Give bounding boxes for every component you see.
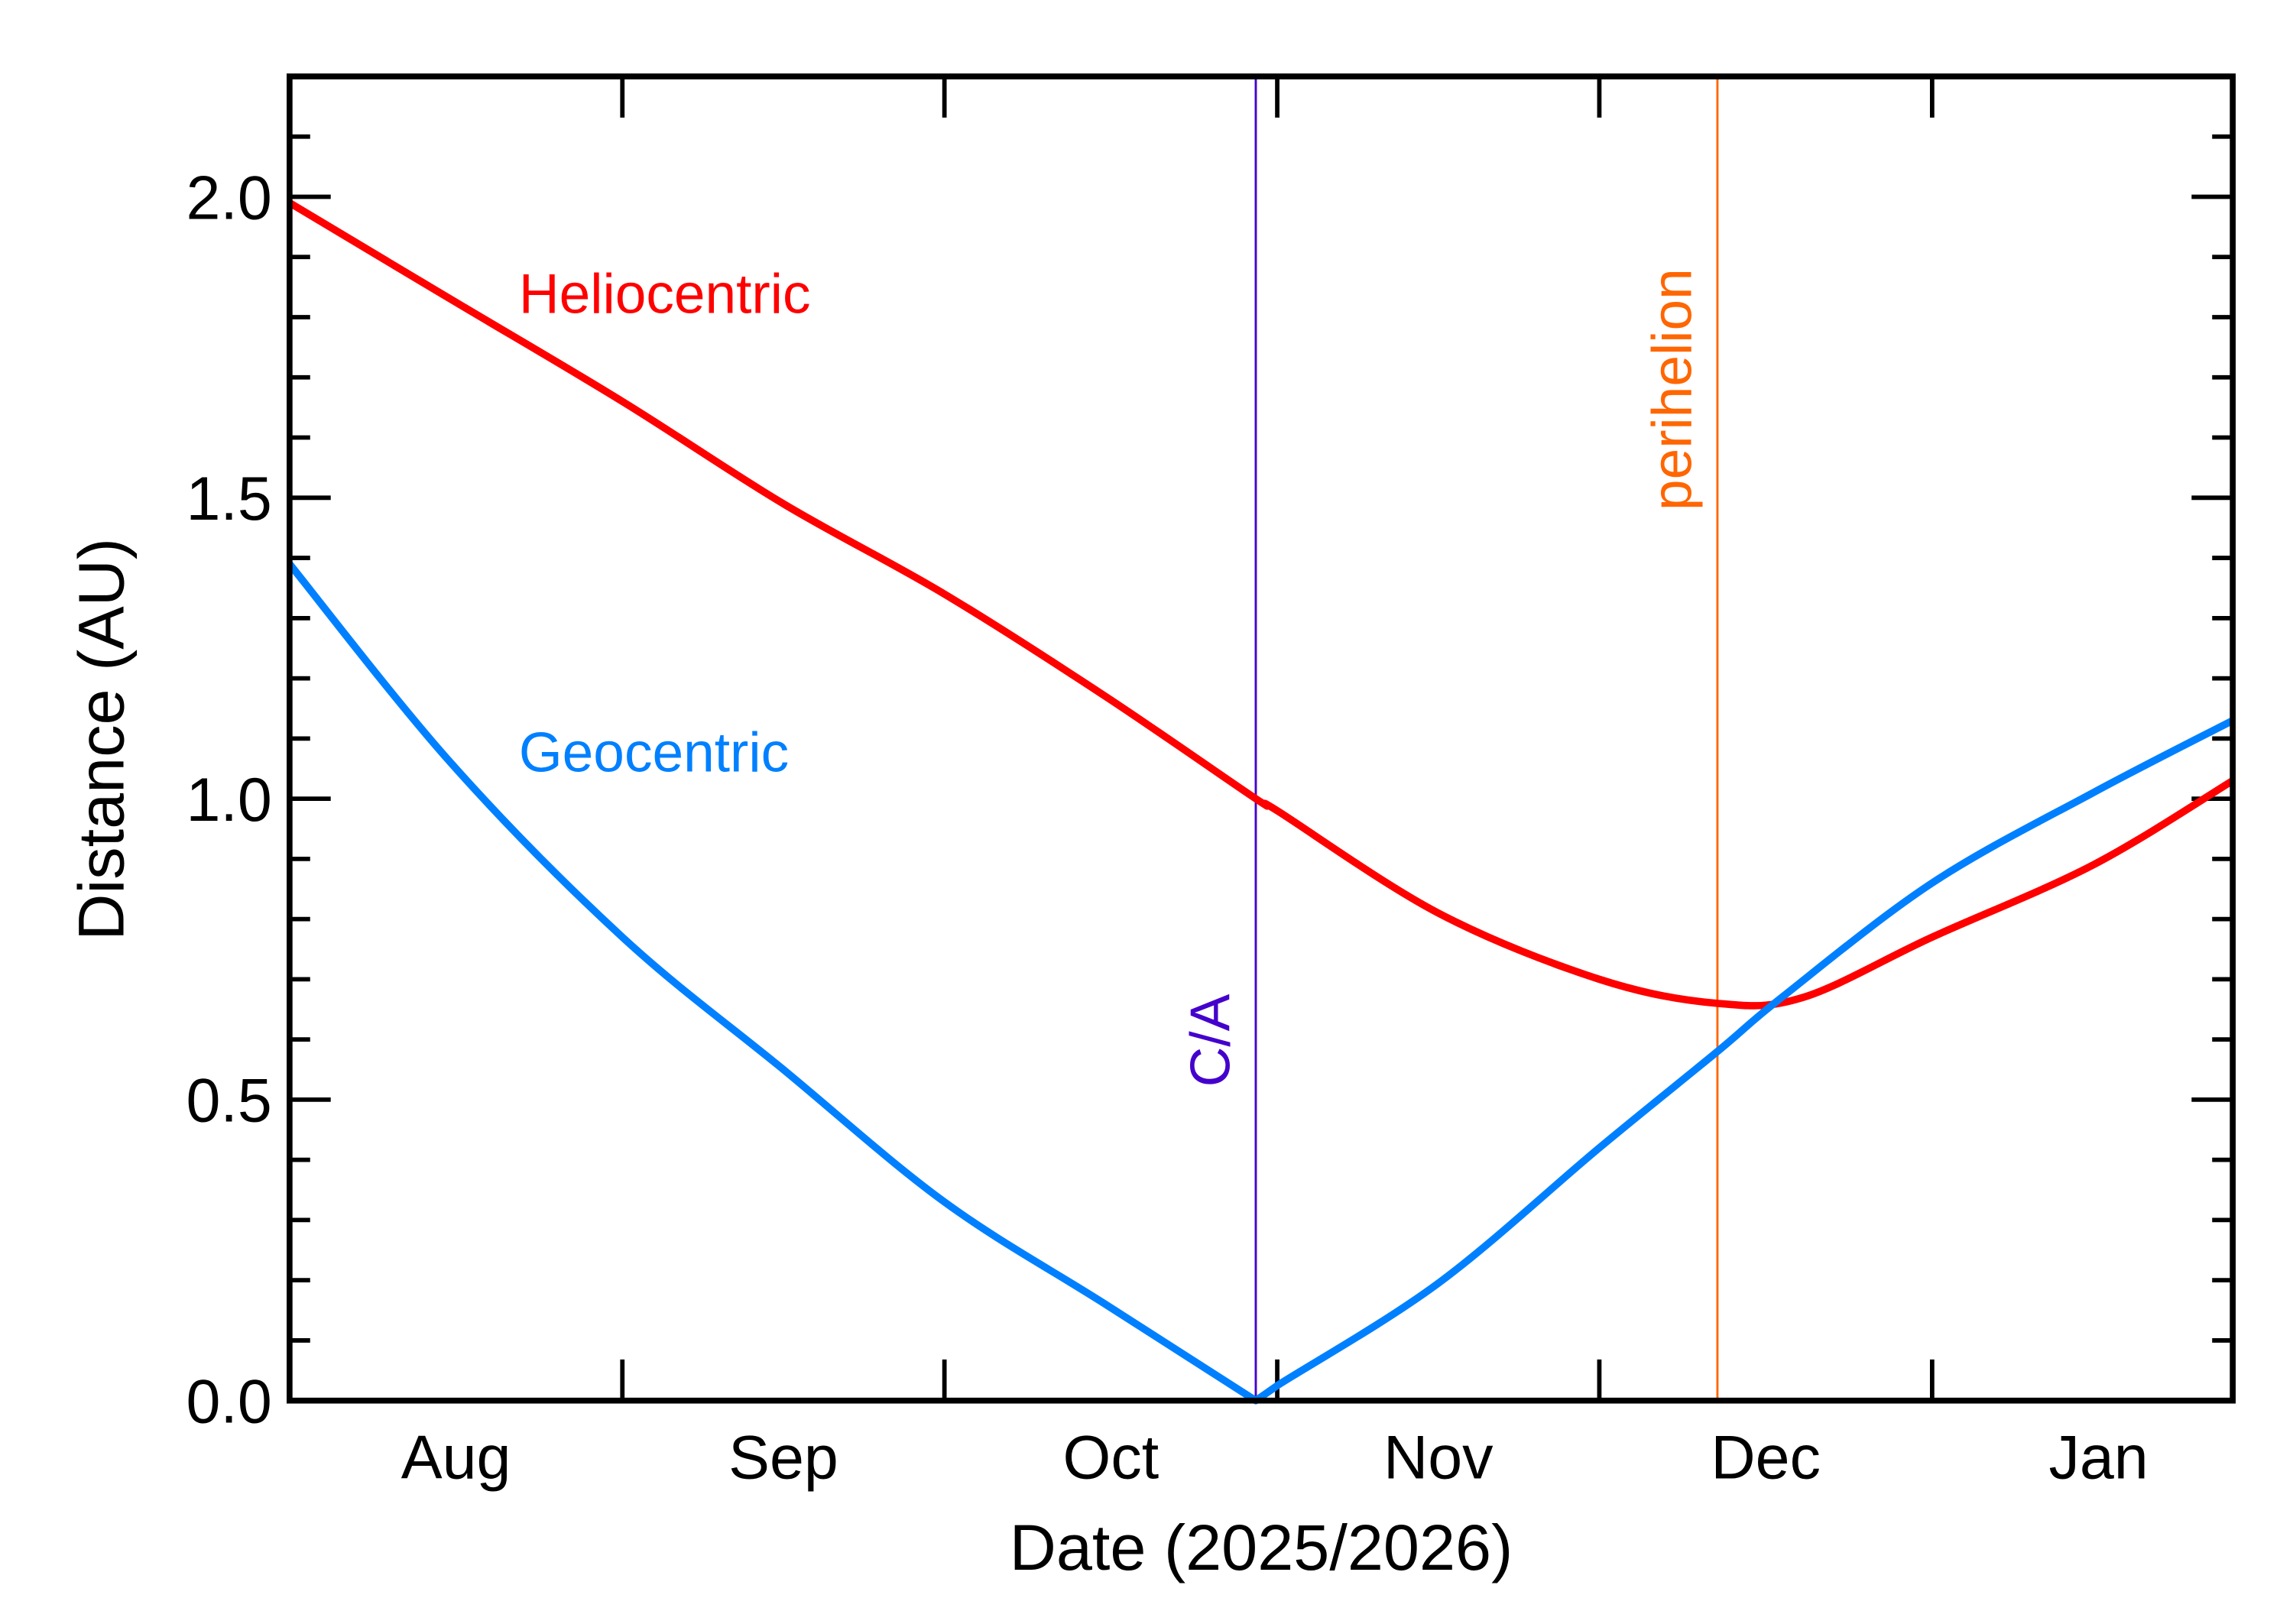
annotation-label-perihelion: perihelion	[1641, 268, 1703, 511]
x-tick-label-nov: Nov	[1383, 1424, 1494, 1493]
x-tick-label-sep: Sep	[728, 1424, 838, 1493]
x-tick-label-oct: Oct	[1063, 1424, 1159, 1493]
x-tick-label-dec: Dec	[1711, 1424, 1821, 1493]
x-tick-label-aug: Aug	[401, 1424, 511, 1493]
y-tick-label: 0.5	[186, 1067, 272, 1136]
plot-frame	[287, 73, 2236, 1404]
annotations: C/A perihelion	[1179, 76, 1719, 1401]
y-tick-label: 0.0	[186, 1368, 272, 1437]
series-lines	[287, 199, 2235, 1405]
y-axis-title: Distance (AU)	[65, 538, 138, 941]
annotation-label-ca: C/A	[1179, 994, 1241, 1087]
x-tick-label-jan: Jan	[2048, 1424, 2148, 1493]
x-axis-title: Date (2025/2026)	[1010, 1511, 1513, 1583]
y-tick-label: 2.0	[186, 164, 272, 232]
tick-labels: 0.0 0.5 1.0 1.5 2.0 Aug Sep Oct Nov Dec Jan	[186, 164, 2149, 1492]
series-label-geocentric: Geocentric	[519, 722, 789, 784]
axis-ticks	[289, 74, 2233, 1403]
series-label-heliocentric: Heliocentric	[519, 264, 811, 326]
series-line-heliocentric	[287, 199, 2235, 1010]
y-tick-label: 1.5	[186, 465, 272, 533]
y-tick-label: 1.0	[186, 766, 272, 835]
series-line-geocentric	[287, 561, 2235, 1405]
